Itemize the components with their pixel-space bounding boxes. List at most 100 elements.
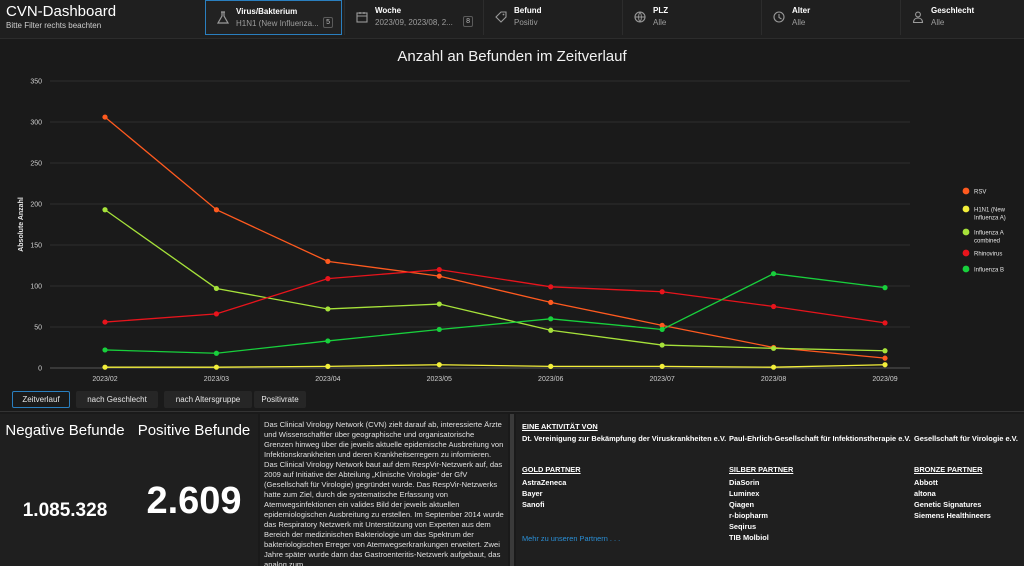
y-tick-label: 350 bbox=[30, 79, 42, 86]
series-line bbox=[104, 268, 886, 324]
tab-divider bbox=[0, 411, 1024, 412]
data-point bbox=[213, 207, 220, 213]
more-partners-link[interactable]: Mehr zu unseren Partnern . . . bbox=[522, 534, 621, 543]
y-tick-label: 50 bbox=[34, 325, 42, 332]
partner-item: altona bbox=[914, 489, 936, 498]
tab-nach-altersgruppe[interactable]: nach Altersgruppe bbox=[164, 391, 252, 408]
data-point bbox=[325, 338, 331, 344]
filter-plz[interactable]: PLZ Alle bbox=[622, 0, 759, 35]
data-point bbox=[436, 362, 442, 368]
data-point bbox=[659, 363, 665, 369]
data-point bbox=[325, 363, 331, 369]
legend-marker bbox=[962, 228, 970, 236]
filter-label: Woche bbox=[375, 6, 402, 15]
bronze-heading: BRONZE PARTNER bbox=[914, 465, 983, 474]
gold-partners: GOLD PARTNER AstraZeneca Bayer Sanofi bbox=[522, 465, 581, 510]
filter-count-badge: 5 bbox=[323, 17, 333, 28]
data-point bbox=[213, 364, 220, 370]
series-line bbox=[105, 364, 886, 368]
partner-item: Siemens Healthineers bbox=[914, 511, 991, 520]
filter-label: Alter bbox=[792, 6, 811, 15]
x-tick-label: 2023/02 bbox=[92, 376, 117, 383]
legend-marker bbox=[962, 265, 970, 273]
y-tick-label: 0 bbox=[38, 366, 42, 373]
about-scrollbar[interactable] bbox=[510, 414, 514, 566]
about-text: Das Clinical Virology Network (CVN) ziel… bbox=[264, 420, 504, 566]
partner-item: Abbott bbox=[914, 478, 938, 487]
filter-geschlecht[interactable]: Geschlecht Alle bbox=[900, 0, 1024, 35]
data-point bbox=[882, 320, 888, 326]
data-point bbox=[882, 285, 888, 291]
initiative-heading: EINE AKTIVITÄT VON bbox=[522, 422, 598, 431]
data-point bbox=[882, 362, 888, 368]
data-point bbox=[770, 303, 777, 310]
y-tick-label: 300 bbox=[30, 120, 42, 127]
filter-befund[interactable]: Befund Positiv bbox=[483, 0, 620, 35]
filter-value: Alle bbox=[792, 18, 806, 27]
kpi-positive: Positive Befunde 2.609 bbox=[130, 414, 258, 566]
data-point bbox=[325, 258, 331, 264]
chart-panel: Anzahl an Befunden im Zeitverlauf 0 50 100 1… bbox=[0, 39, 1024, 389]
tab-positivrate[interactable]: Positivrate bbox=[254, 391, 306, 408]
initiative-item: Paul-Ehrlich-Gesellschaft für Infektions… bbox=[729, 434, 911, 443]
brand: CVN-Dashboard Bitte Filter rechts beacht… bbox=[6, 3, 202, 30]
data-point bbox=[548, 327, 554, 333]
legend-label: Influenza B bbox=[974, 268, 1004, 274]
data-point bbox=[102, 347, 108, 353]
data-point bbox=[213, 285, 220, 292]
data-point bbox=[770, 345, 777, 351]
partner-item: r-biopharm bbox=[729, 511, 769, 520]
kpi-negative-value: 1.085.328 bbox=[22, 500, 108, 521]
gold-heading: GOLD PARTNER bbox=[522, 465, 581, 474]
initiative-item: Gesellschaft für Virologie e.V. bbox=[914, 434, 1018, 443]
filter-value: H1N1 (New Influenza... bbox=[236, 19, 319, 28]
data-point bbox=[325, 276, 331, 282]
x-tick-label: 2023/08 bbox=[761, 376, 786, 383]
data-point bbox=[436, 301, 442, 307]
filter-alter[interactable]: Alter Alle bbox=[761, 0, 898, 35]
partner-item: TIB Molbiol bbox=[729, 533, 769, 542]
legend-label: H1N1 (New Influenza A) bbox=[974, 208, 1006, 222]
x-tick-label: 2023/09 bbox=[872, 376, 897, 383]
kpi-positive-title: Positive Befunde bbox=[137, 422, 251, 439]
tag-icon bbox=[494, 10, 508, 24]
partner-item: Sanofi bbox=[522, 500, 545, 509]
legend-marker bbox=[962, 249, 970, 257]
partner-item: DiaSorin bbox=[729, 478, 760, 487]
kpi-positive-value: 2.609 bbox=[146, 480, 242, 522]
y-tick-label: 150 bbox=[30, 243, 42, 250]
person-icon bbox=[911, 10, 925, 24]
filter-virus[interactable]: Virus/Bakterium H1N1 (New Influenza... 5 bbox=[205, 0, 342, 35]
partner-item: Seqirus bbox=[729, 522, 757, 531]
data-point bbox=[548, 316, 554, 322]
flask-icon bbox=[216, 11, 230, 25]
data-point bbox=[770, 364, 777, 370]
x-tick-label: 2023/05 bbox=[427, 376, 452, 383]
filter-value: Positiv bbox=[514, 18, 538, 27]
kpi-negative-title: Negative Befunde bbox=[5, 422, 125, 439]
line-chart[interactable]: Anzahl an Befunden im Zeitverlauf 0 50 100 1… bbox=[0, 39, 1024, 389]
partner-item: AstraZeneca bbox=[522, 478, 567, 487]
partner-item: Luminex bbox=[729, 489, 760, 498]
filter-value: Alle bbox=[653, 18, 667, 27]
data-point bbox=[882, 348, 888, 354]
data-point bbox=[213, 311, 220, 317]
tab-nach-geschlecht[interactable]: nach Geschlecht bbox=[76, 391, 158, 408]
kpi-negative: Negative Befunde 1.085.328 bbox=[0, 414, 130, 566]
data-point bbox=[770, 271, 777, 277]
x-tick-label: 2023/07 bbox=[649, 376, 674, 383]
silver-heading: SILBER PARTNER bbox=[729, 465, 794, 474]
clock-icon bbox=[772, 10, 786, 24]
filter-value: 2023/09, 2023/08, 2... bbox=[375, 18, 453, 27]
filter-count-badge: 8 bbox=[463, 16, 473, 27]
partner-item: Qiagen bbox=[729, 500, 755, 509]
tab-zeitverlauf[interactable]: Zeitverlauf bbox=[12, 391, 70, 408]
about-text-panel[interactable]: Das Clinical Virology Network (CVN) ziel… bbox=[260, 414, 508, 566]
data-point bbox=[213, 350, 220, 356]
filter-label: Virus/Bakterium bbox=[236, 7, 298, 16]
filter-week[interactable]: Woche 2023/09, 2023/08, 2... 8 bbox=[344, 0, 481, 35]
dashboard-title: CVN-Dashboard bbox=[6, 3, 117, 20]
data-point bbox=[882, 355, 888, 361]
data-point bbox=[659, 342, 665, 348]
